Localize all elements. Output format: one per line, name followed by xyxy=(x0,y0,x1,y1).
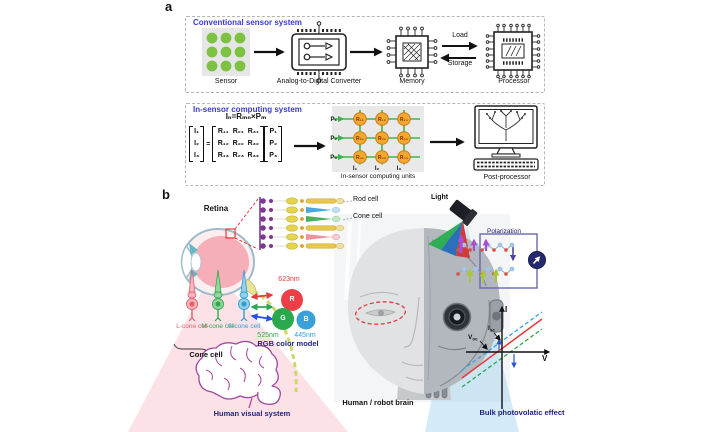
postprocessor-caption: Post-processor xyxy=(483,174,531,181)
eye-highlight-ellipse xyxy=(354,301,407,325)
retina-inset xyxy=(259,197,353,250)
rgb-model-caption: RGB color model xyxy=(257,339,319,348)
l-cone-label: L-cone cell xyxy=(176,323,208,330)
processor-icon xyxy=(485,23,541,79)
load-label: Load xyxy=(452,32,468,39)
node-label: R₃₃ xyxy=(400,155,409,161)
rod-cell-label: Rod cell xyxy=(353,196,379,203)
human-robot-brain-caption: Human / robot brain xyxy=(342,398,414,407)
y-axis-label: I xyxy=(505,305,507,314)
sensor-caption: Sensor xyxy=(214,78,238,85)
matrix-p: P₃ xyxy=(269,152,278,159)
s-cone-icon xyxy=(238,269,250,322)
processor-caption: Processor xyxy=(498,78,530,85)
node-label: R₂₃ xyxy=(400,136,409,142)
human-visual-system-caption: Human visual system xyxy=(213,409,291,418)
light-label: Light xyxy=(431,194,449,201)
matrix-cell: R₁₁ xyxy=(217,128,229,135)
matrix-lhs: I₃ xyxy=(194,152,200,159)
crossbar-caption: In-sensor computing units xyxy=(340,173,416,180)
rgb-r-letter: R xyxy=(289,296,295,303)
adc-caption: Analog-to-Digital Converter xyxy=(276,78,362,85)
node-label: R₁₁ xyxy=(356,117,364,123)
row-input-label: P₂ xyxy=(330,136,337,142)
cone-cell-icons xyxy=(173,269,250,353)
x-axis-label: V xyxy=(542,354,548,363)
flashlight-icon xyxy=(428,199,478,258)
output-label: I₃ xyxy=(397,166,402,172)
light-streak xyxy=(344,221,352,301)
red-wavelength-label: 623nm xyxy=(278,276,300,283)
matrix-lhs: I₂ xyxy=(194,140,200,147)
row-input-label: P₁ xyxy=(331,117,338,123)
node-label: R₃₂ xyxy=(378,155,386,161)
rgb-g-letter: G xyxy=(280,315,286,322)
matrix-p: P₂ xyxy=(269,140,278,147)
node-label: R₂₂ xyxy=(378,136,386,142)
memory-icon xyxy=(386,26,438,78)
bulk-photovoltaic-caption: Bulk photovolatic effect xyxy=(479,408,565,417)
panel-b-label: b xyxy=(162,187,170,202)
postprocessor-icon xyxy=(473,105,539,171)
eye-illustration xyxy=(180,198,259,297)
memory-caption: Memory xyxy=(399,78,425,85)
voc-sub: oc xyxy=(472,337,478,342)
conventional-title: Conventional sensor system xyxy=(193,18,302,27)
iv-graph: I V Voc Isc xyxy=(461,305,551,409)
output-label: I₁ xyxy=(353,166,358,172)
matrix-equation: I₁ I₂ I₃ = R₁₁ R₂₁ R₃₁ R₁₂ R₂₂ R₃₂ R₁₃ xyxy=(189,126,283,162)
isc-base: I xyxy=(488,325,490,332)
green-wavelength-label: 525nm xyxy=(257,332,279,339)
rgb-color-model xyxy=(272,289,316,330)
matrix-cell: R₂₂ xyxy=(232,140,244,147)
matrix-cell: R₁₂ xyxy=(217,140,229,147)
retina-label: Retina xyxy=(203,204,229,213)
cone-cell-label: Cone cell xyxy=(353,213,383,220)
voc-label: Voc xyxy=(468,334,478,342)
voc-base: V xyxy=(468,334,473,341)
node-label: R₁₃ xyxy=(400,117,409,123)
matrix-cell: R₂₁ xyxy=(232,128,244,135)
insensor-title: In-sensor computing system xyxy=(193,105,302,114)
matrix-lhs: I₁ xyxy=(194,128,200,135)
sensor-icon xyxy=(202,28,250,76)
node-label: R₁₂ xyxy=(378,117,386,123)
row-input-label: P₃ xyxy=(330,155,337,161)
isc-label: Isc xyxy=(488,325,495,333)
node-label: R₃₁ xyxy=(356,155,364,161)
matrix-cell: R₂₃ xyxy=(232,152,244,159)
matrix-cell: R₁₃ xyxy=(217,152,229,159)
equals-sign: = xyxy=(206,140,211,148)
adc-icon xyxy=(291,21,347,83)
cone-group-label: Cone cell xyxy=(189,350,223,359)
insensor-formula: Iₙ=Rₘₙ×Pₘ xyxy=(225,112,267,121)
isc-sub: sc xyxy=(490,328,496,333)
m-cone-icon xyxy=(212,269,224,322)
output-label: I₂ xyxy=(375,166,380,172)
rgb-b-letter: B xyxy=(303,316,309,323)
matrix-cell: R₃₃ xyxy=(247,152,260,159)
polarization-label: Polarization xyxy=(487,228,521,235)
matrix-cell: R₃₁ xyxy=(247,128,259,135)
cone-to-rgb-arrows xyxy=(250,292,274,322)
matrix-p: P₁ xyxy=(269,128,278,135)
panel-a-label: a xyxy=(165,0,173,14)
storage-label: Storage xyxy=(447,60,473,67)
l-cone-icon xyxy=(186,269,198,322)
m-cone-label: M-cone cell xyxy=(201,323,235,330)
blue-wavelength-label: 445nm xyxy=(294,332,316,339)
s-cone-label: S-cone cell xyxy=(227,323,261,330)
matrix-cell: R₃₂ xyxy=(247,140,259,147)
crossbar-array: R₁₁ R₁₂ R₁₃ R₂₁ R₂₂ R₂₃ R₃₁ R₃₂ R₃₃ P₁ P… xyxy=(330,106,424,172)
brain-illustration xyxy=(195,340,281,409)
node-label: R₂₁ xyxy=(356,136,364,142)
polarization-circuit xyxy=(456,233,546,289)
